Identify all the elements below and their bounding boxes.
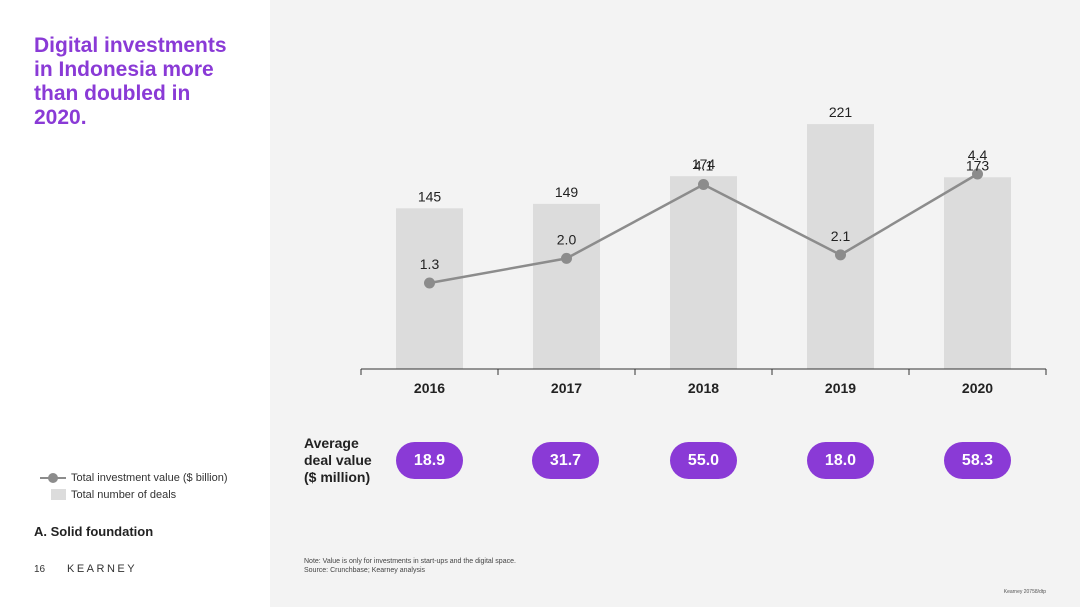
legend: Total investment value ($ billion) Total… [40, 469, 228, 503]
note-text: Note: Value is only for investments in s… [304, 558, 516, 565]
average-deal-value-pill: 31.7 [532, 442, 599, 479]
line-value-label: 4.4 [968, 147, 988, 163]
legend-bar-icon [51, 489, 66, 500]
line-point [561, 252, 572, 264]
average-deal-value-label: Average deal value ($ million) [304, 435, 394, 486]
bar-value-label: 221 [829, 104, 853, 120]
x-tick-label: 2017 [551, 380, 582, 396]
left-panel [0, 0, 270, 607]
x-tick-label: 2018 [688, 380, 719, 396]
bar [944, 177, 1011, 369]
average-deal-value-label-line: ($ million) [304, 469, 371, 485]
line-point [424, 277, 435, 289]
line-value-label: 2.1 [831, 228, 851, 244]
bar [807, 124, 874, 369]
chart-note: Note: Value is only for investments in s… [304, 557, 516, 575]
bar-value-label: 174 [692, 156, 716, 172]
combo-chart: 2016 2017 2018 2019 2020 145 149 174 221 173 1.3 2… [360, 104, 1047, 396]
average-deal-value-pill: 18.9 [396, 442, 463, 479]
average-deal-value-pill: 58.3 [944, 442, 1011, 479]
line-value-label: 4.1 [694, 158, 714, 174]
page-number: 16 [34, 564, 46, 575]
average-deal-value-pill: 55.0 [670, 442, 737, 479]
document-code: Kearney 20758/dtp [1003, 589, 1046, 595]
line-value-label: 2.0 [557, 231, 577, 247]
line-value-label: 1.3 [420, 256, 440, 272]
line-point [972, 168, 983, 180]
bar-value-label: 145 [418, 188, 442, 204]
x-tick-label: 2016 [414, 380, 445, 396]
bar [533, 203, 600, 369]
average-deal-value-pill: 18.0 [807, 442, 874, 479]
legend-item-line: Total investment value ($ billion) [40, 469, 228, 486]
legend-item-bar: Total number of deals [40, 486, 228, 503]
bar [670, 176, 737, 369]
bar-value-label: 173 [966, 157, 990, 173]
legend-line-icon [40, 472, 66, 484]
brand-logo: KEARNEY [67, 563, 138, 575]
section-label: A. Solid foundation [34, 524, 154, 539]
average-deal-value-label-line: deal value [304, 452, 372, 468]
headline: Digital investments in Indonesia more th… [34, 34, 227, 129]
legend-bar-label: Total number of deals [71, 488, 177, 501]
x-tick-label: 2020 [962, 380, 993, 396]
bar [396, 208, 463, 369]
legend-line-label: Total investment value ($ billion) [71, 471, 228, 484]
line-point [835, 249, 846, 261]
source-text: Source: Crunchbase; Kearney analysis [304, 567, 426, 574]
x-tick-label: 2019 [825, 380, 856, 396]
line-point [698, 179, 709, 191]
bar-value-label: 149 [555, 184, 579, 200]
average-deal-value-label-line: Average [304, 435, 359, 451]
